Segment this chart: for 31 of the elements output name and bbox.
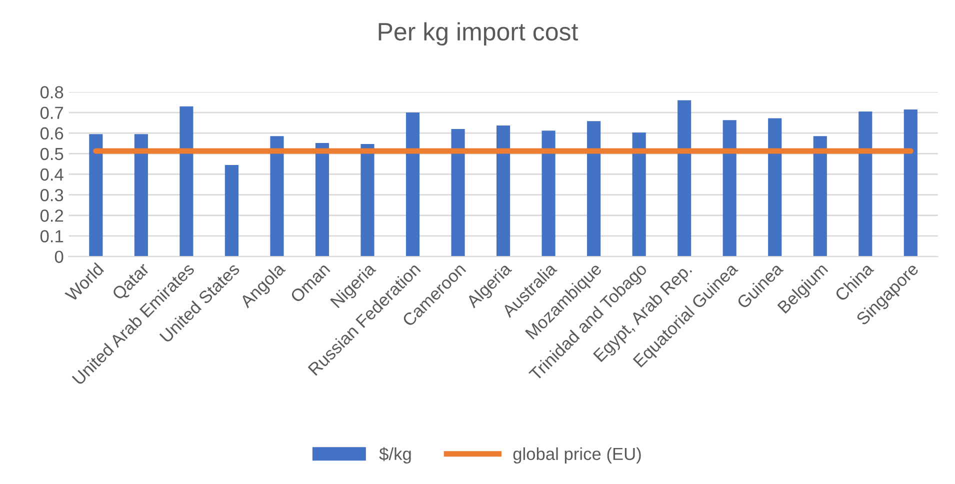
- bar: [678, 100, 692, 257]
- legend-label: $/kg: [379, 447, 411, 464]
- bar: [89, 134, 103, 257]
- bar: [224, 164, 238, 257]
- y-tick-label: 0.8: [40, 86, 64, 98]
- bar: [587, 121, 601, 257]
- y-tick-label: 0.6: [40, 127, 64, 140]
- bar: [496, 125, 510, 257]
- bar: [360, 144, 374, 257]
- y-tick-label: 0.2: [40, 210, 64, 222]
- bar: [813, 136, 827, 257]
- bar: [904, 109, 918, 257]
- bar: [270, 136, 284, 257]
- bar: [315, 142, 330, 257]
- bar: [768, 118, 782, 257]
- bar: [722, 120, 736, 257]
- bar: [632, 132, 646, 257]
- legend-label: global price (EU): [513, 447, 641, 464]
- bar: [858, 112, 872, 257]
- bar: [406, 112, 420, 257]
- bar: [451, 128, 465, 257]
- bar: [180, 106, 194, 257]
- y-tick-label: 0.1: [40, 230, 64, 242]
- bar: [542, 130, 556, 257]
- y-tick-label: 0.3: [40, 188, 64, 202]
- chart-title: Per kg import cost: [378, 22, 578, 46]
- y-tick-label: 0.4: [40, 168, 64, 181]
- y-tick-label: 0: [54, 250, 64, 263]
- y-tick-label: 0.5: [40, 148, 64, 160]
- bar: [134, 134, 148, 257]
- y-tick-label: 0.7: [40, 106, 64, 119]
